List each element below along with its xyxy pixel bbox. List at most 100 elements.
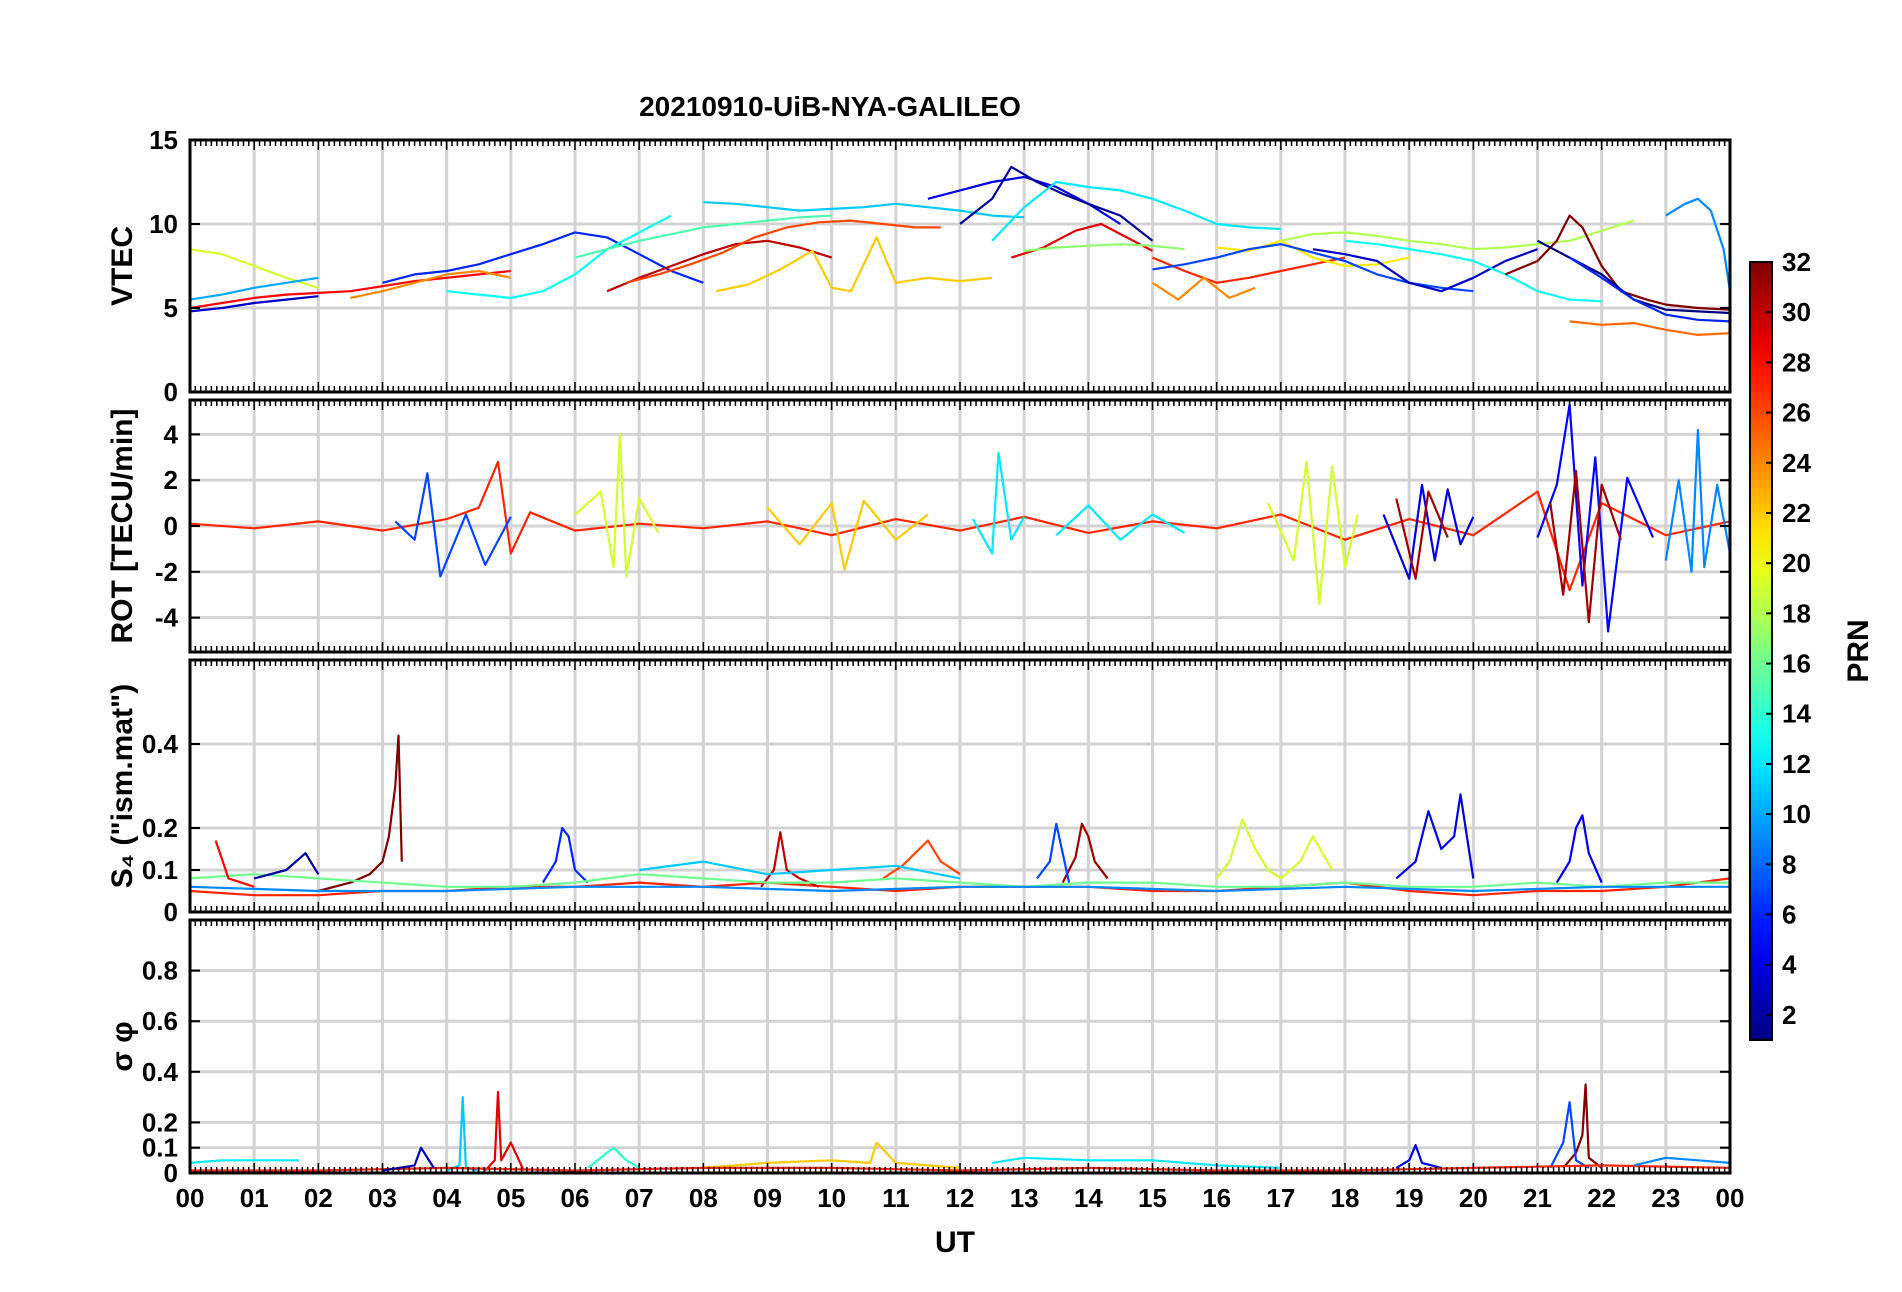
- colorbar-tick-label: 16: [1782, 649, 1811, 679]
- colorbar-tick-label: 28: [1782, 347, 1811, 377]
- series-line-prn-19: [574, 433, 660, 578]
- panel-s4: 0 0.1 0.2 0.4S₄ ("ism.mat"): [106, 658, 1732, 927]
- series-line-prn-26: [626, 219, 941, 284]
- colorbar-tick-label: 12: [1782, 749, 1811, 779]
- x-tick-label: 22: [1587, 1183, 1616, 1213]
- x-tick-label: 04: [432, 1183, 461, 1213]
- y-tick-label: 0: [164, 511, 178, 541]
- colorbar-tick-label: 10: [1782, 799, 1811, 829]
- x-tick-label: 03: [368, 1183, 397, 1213]
- y-tick-label: 0.2: [142, 1107, 178, 1137]
- series-line-prn-24: [1151, 276, 1256, 301]
- series-line-prn-30: [606, 239, 833, 293]
- series-line-prn-31: [1549, 469, 1622, 624]
- series-line-prn-22: [703, 1141, 961, 1169]
- series-line-prn-29: [484, 1090, 525, 1172]
- colorbar-tick-label: 6: [1782, 900, 1796, 930]
- series-line-prn-21: [1216, 239, 1410, 268]
- x-tick-label: 02: [304, 1183, 333, 1213]
- series-line-prn-9: [1665, 197, 1730, 292]
- y-axis-label: VTEC: [106, 226, 139, 306]
- x-tick-label: 14: [1074, 1183, 1103, 1213]
- x-tick-label: 19: [1395, 1183, 1424, 1213]
- panel-sigma_phi: 00.10.2 0.4 0.6 0.8 σ φ: [106, 918, 1732, 1188]
- series-line-prn-7: [1036, 822, 1071, 883]
- y-tick-label: 0.4: [142, 1057, 179, 1087]
- series-line-prn-28: [190, 269, 511, 310]
- series-line-prn-3: [1312, 248, 1538, 293]
- series-line-prn-11: [639, 860, 961, 880]
- series-line-prn-24: [350, 269, 512, 299]
- series-line-prn-28: [214, 840, 255, 888]
- chart-title: 20210910-UiB-NYA-GALILEO: [639, 91, 1021, 122]
- colorbar-tick-label: 32: [1782, 247, 1811, 277]
- x-tick-label: 16: [1202, 1183, 1231, 1213]
- x-tick-label: 18: [1331, 1183, 1360, 1213]
- colorbar-tick-label: 30: [1782, 297, 1811, 327]
- y-tick-label: 0: [164, 377, 178, 407]
- series-line-prn-26: [882, 839, 961, 880]
- y-tick-label: -2: [155, 557, 178, 587]
- colorbar-tick-label: 8: [1782, 849, 1796, 879]
- series-line-prn-16: [190, 873, 1730, 888]
- series-line-prn-13: [446, 214, 672, 299]
- series-line-prn-2: [253, 852, 320, 880]
- series-line-prn-13: [1344, 239, 1602, 303]
- series-line-prn-12: [971, 451, 1026, 555]
- series-line-prn-10: [190, 276, 319, 301]
- series-line-prn-7: [1549, 1101, 1590, 1169]
- y-tick-label: 0: [164, 897, 178, 927]
- colorbar-tick-label: 24: [1782, 448, 1811, 478]
- series-line-prn-6: [541, 826, 589, 884]
- x-tick-label: 12: [946, 1183, 975, 1213]
- x-tick-label: 08: [689, 1183, 718, 1213]
- colorbar-tick-label: 22: [1782, 498, 1811, 528]
- x-tick-label: 07: [625, 1183, 654, 1213]
- y-tick-label: 0.1: [142, 855, 178, 885]
- x-tick-label: 23: [1651, 1183, 1680, 1213]
- y-tick-label: 0.1: [142, 1133, 178, 1163]
- series-line-prn-9: [1664, 428, 1730, 573]
- series-line-prn-14: [587, 1146, 640, 1169]
- series-line-prn-12: [1055, 504, 1186, 541]
- x-tick-label: 01: [240, 1183, 269, 1213]
- series-line-prn-25: [1569, 320, 1730, 336]
- colorbar-tick-label: 18: [1782, 598, 1811, 628]
- y-tick-label: 15: [149, 125, 178, 155]
- series-line-prn-7: [394, 472, 512, 578]
- colorbar-tick-label: 20: [1782, 548, 1811, 578]
- y-tick-label: 0.8: [142, 956, 178, 986]
- colorbar-label: PRN: [1842, 619, 1875, 682]
- y-axis-label: ROT [TECU/min]: [106, 409, 139, 644]
- series-line-prn-4: [1555, 814, 1603, 884]
- panel-rot: -4 -2 0 2 4 ROT [TECU/min]: [106, 398, 1732, 654]
- x-tick-label: 15: [1138, 1183, 1167, 1213]
- series-line-prn-31: [1061, 822, 1109, 884]
- series-line-prn-9: [1633, 1156, 1730, 1167]
- series-group: [190, 165, 1730, 336]
- series-line-prn-32: [1562, 1083, 1603, 1169]
- series-line-prn-6: [1569, 256, 1730, 323]
- series-line-prn-12: [991, 1156, 1281, 1169]
- series-line-prn-6: [382, 231, 704, 284]
- series-line-prn-19: [1266, 460, 1359, 606]
- x-tick-label: 20: [1459, 1183, 1488, 1213]
- x-tick-label: 17: [1266, 1183, 1295, 1213]
- colorbar-tick-label: 2: [1782, 1000, 1796, 1030]
- y-tick-label: 0: [164, 1158, 178, 1188]
- series-line-prn-27: [1152, 256, 1346, 284]
- series-line-prn-30: [760, 831, 820, 888]
- x-tick-label: 06: [561, 1183, 590, 1213]
- series-line-prn-12: [991, 180, 1281, 242]
- colorbar-tick-label: 4: [1782, 950, 1797, 980]
- series-line-prn-22: [715, 236, 993, 293]
- y-tick-label: 5: [164, 293, 178, 323]
- series-line-prn-17: [1024, 243, 1185, 252]
- y-tick-label: -4: [155, 603, 179, 633]
- y-tick-label: 10: [149, 209, 178, 239]
- series-line-prn-3: [190, 295, 319, 313]
- series-line-prn-31: [1395, 490, 1449, 580]
